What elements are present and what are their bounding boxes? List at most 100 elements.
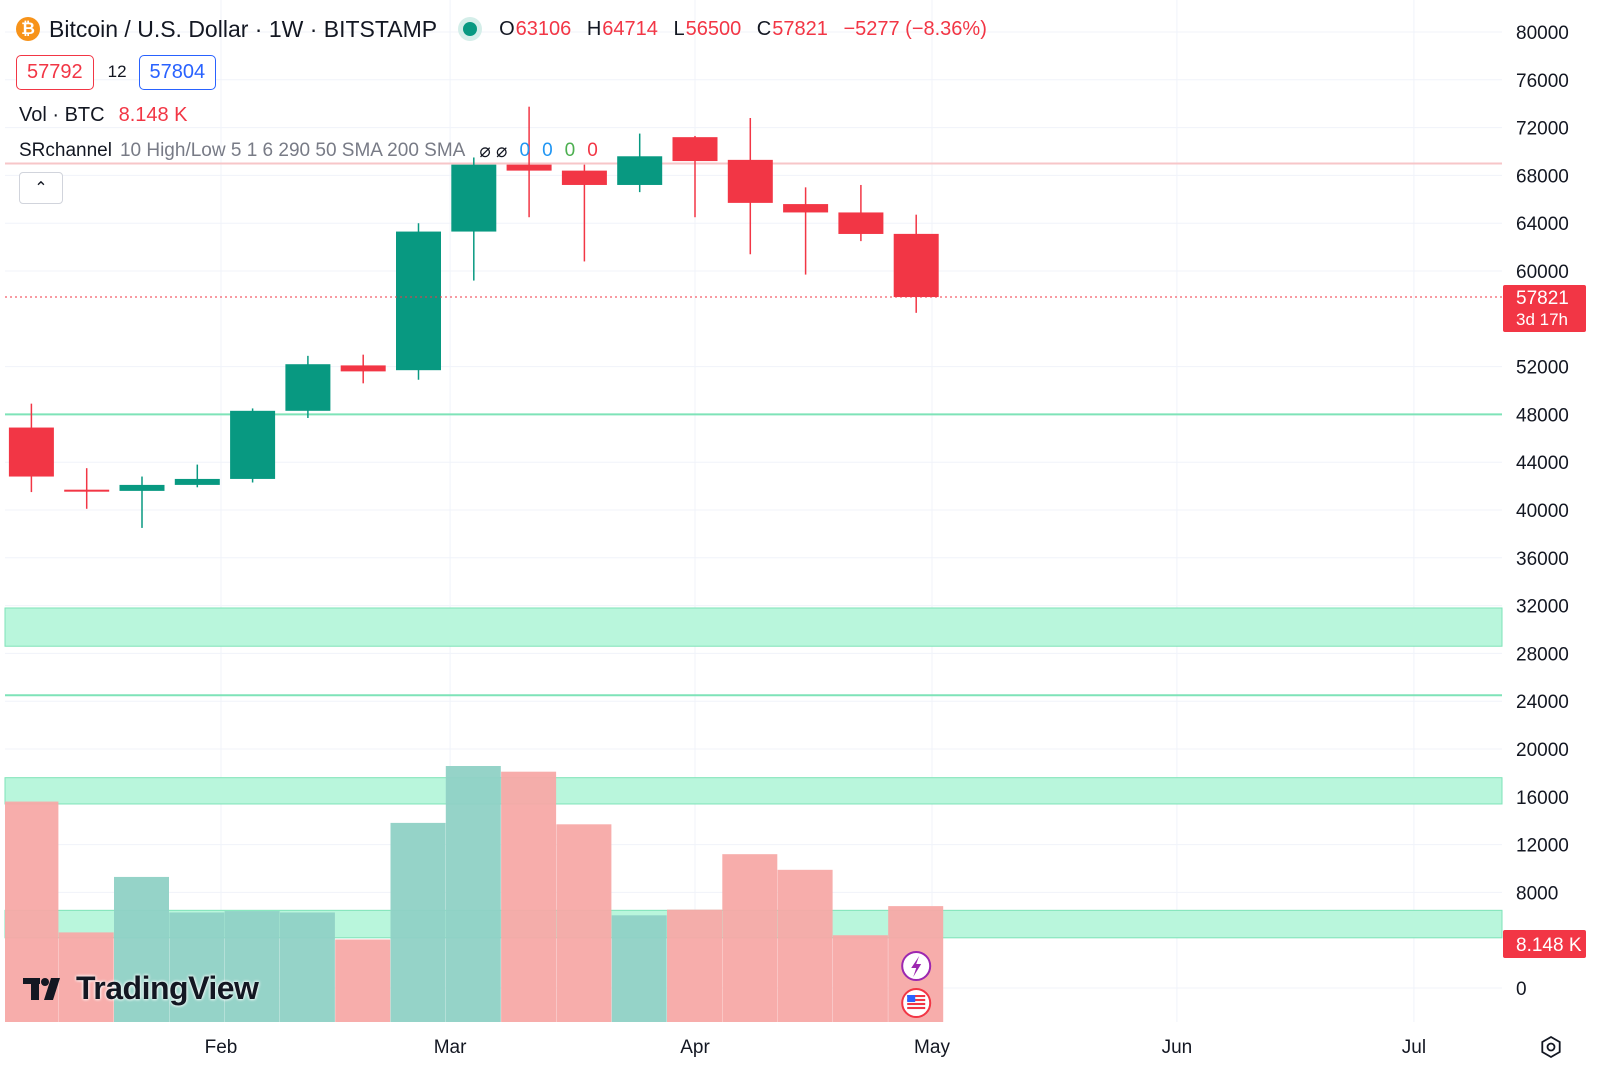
price-tick-label: 52000 — [1516, 358, 1569, 379]
srchannel-overlay — [4, 162, 1503, 939]
price-tick-label: 24000 — [1516, 692, 1569, 713]
us-flag-stripe — [907, 1007, 926, 1009]
spread-value: 12 — [107, 62, 127, 81]
volume-bar — [224, 911, 280, 1022]
candle — [174, 464, 220, 488]
price-tick-label: 76000 — [1516, 71, 1569, 92]
srchannel-name: SRchannel — [19, 140, 112, 161]
candles — [8, 106, 939, 528]
time-axis: Feb Mar Apr May Jun Jul — [205, 1037, 1426, 1058]
candle-body — [119, 484, 165, 491]
high-label: H — [586, 17, 602, 40]
price-tick-label: 80000 — [1516, 23, 1569, 44]
candle-body — [893, 233, 939, 298]
candle-body — [783, 204, 829, 213]
volume-bar — [777, 869, 833, 1022]
candle — [64, 468, 110, 509]
volume-indicator-label: Vol · BTC — [19, 103, 105, 126]
time-tick-label: May — [914, 1037, 950, 1058]
candle-body — [727, 159, 773, 203]
srchannel-value-3: 0 — [564, 140, 576, 161]
candle-body — [230, 410, 276, 479]
symbol-title[interactable]: Bitcoin / U.S. Dollar · 1W · BITSTAMP — [49, 15, 438, 42]
time-tick-label: Mar — [434, 1037, 467, 1058]
price-tick-label: 8000 — [1516, 883, 1558, 904]
candle-body — [672, 137, 718, 162]
time-tick-label: Apr — [680, 1037, 710, 1058]
empty-set-icons: ⌀ ⌀ — [479, 140, 508, 162]
candle-body — [174, 478, 220, 485]
price-tick-label: 28000 — [1516, 644, 1569, 665]
change-value: −5277 (−8.36%) — [843, 17, 987, 40]
price-tick-label: 60000 — [1516, 262, 1569, 283]
low-label: L — [673, 17, 685, 40]
candle — [727, 118, 773, 255]
us-flag-stripe — [907, 999, 926, 1001]
candle-body — [64, 489, 110, 492]
sr-zone — [4, 607, 1503, 647]
srchannel-value-1: 0 — [519, 140, 531, 161]
price-tick-label: 16000 — [1516, 788, 1569, 809]
volume-bar — [279, 912, 335, 1022]
volume-bar — [169, 912, 225, 1022]
sell-price-button[interactable]: 57792 — [16, 54, 94, 90]
srchannel-indicator-legend[interactable]: SRchannel 10 High/Low 5 1 6 290 50 SMA 2… — [16, 136, 987, 166]
bitcoin-icon: ₿ — [16, 17, 40, 41]
candle — [285, 355, 331, 418]
candle-body — [285, 364, 331, 411]
candle — [340, 354, 386, 384]
volume-bar — [58, 932, 114, 1022]
candle — [506, 106, 552, 218]
bid-ask-row: 57792 12 57804 — [16, 54, 987, 90]
srchannel-params: 10 High/Low 5 1 6 290 50 SMA 200 SMA — [119, 140, 466, 161]
tradingview-logo[interactable]: TradingView — [22, 970, 259, 1007]
price-tick-label: 32000 — [1516, 597, 1569, 618]
lightning-bolt-icon — [911, 956, 922, 977]
event-markers — [901, 951, 932, 1018]
candle-body — [340, 365, 386, 372]
time-tick-label: Feb — [205, 1037, 238, 1058]
volume-indicator-legend[interactable]: Vol · BTC 8.148 K — [16, 100, 987, 130]
market-open-status-icon — [463, 22, 478, 36]
price-tick-label: 44000 — [1516, 453, 1569, 474]
settings-gear-icon[interactable] — [1539, 1035, 1563, 1059]
open-value: 63106 — [515, 17, 572, 40]
volume-bar — [390, 822, 446, 1022]
collapse-legend-button[interactable]: ⌃ — [19, 172, 63, 204]
srchannel-value-4: 0 — [587, 140, 598, 161]
us-flag-stripe — [907, 1003, 926, 1005]
volume-value-badge — [1503, 930, 1586, 958]
candle — [119, 476, 165, 528]
volume-bar — [667, 909, 722, 1022]
last-price-label: 57821 — [1516, 288, 1569, 309]
last-price-badge — [1503, 285, 1586, 333]
close-label: C — [756, 17, 772, 40]
low-value: 56500 — [685, 17, 742, 40]
volume-bar — [114, 876, 169, 1022]
candle — [617, 133, 663, 193]
price-axis: 0 8000 12000 16000 20000 24000 28000 32000 36000… — [1516, 23, 1569, 1000]
candle-body — [561, 170, 607, 185]
price-tick-label: 64000 — [1516, 214, 1569, 235]
candle-body — [506, 164, 552, 171]
ohlc-values: O63106 H64714 L56500 C57821 −5277 (−8.36… — [499, 18, 987, 41]
candle-body — [617, 156, 663, 185]
candle-body — [838, 212, 884, 234]
price-tick-label: 0 — [1516, 979, 1527, 1000]
symbol-row[interactable]: ₿ Bitcoin / U.S. Dollar · 1W · BITSTAMP … — [16, 14, 987, 44]
volume-bar — [722, 854, 778, 1022]
candle — [561, 164, 607, 262]
chevron-up-icon: ⌃ — [34, 180, 48, 197]
time-tick-label: Jun — [1162, 1037, 1193, 1058]
volume-bar — [556, 824, 612, 1022]
close-value: 57821 — [772, 17, 828, 40]
candle — [8, 403, 54, 493]
volume-bar — [445, 766, 501, 1022]
buy-price-button[interactable]: 57804 — [138, 54, 217, 90]
tradingview-logo-icon — [23, 977, 60, 1000]
volume-bar — [501, 771, 557, 1022]
volume-bar — [832, 935, 888, 1022]
srchannel-value-2: 0 — [542, 140, 553, 161]
